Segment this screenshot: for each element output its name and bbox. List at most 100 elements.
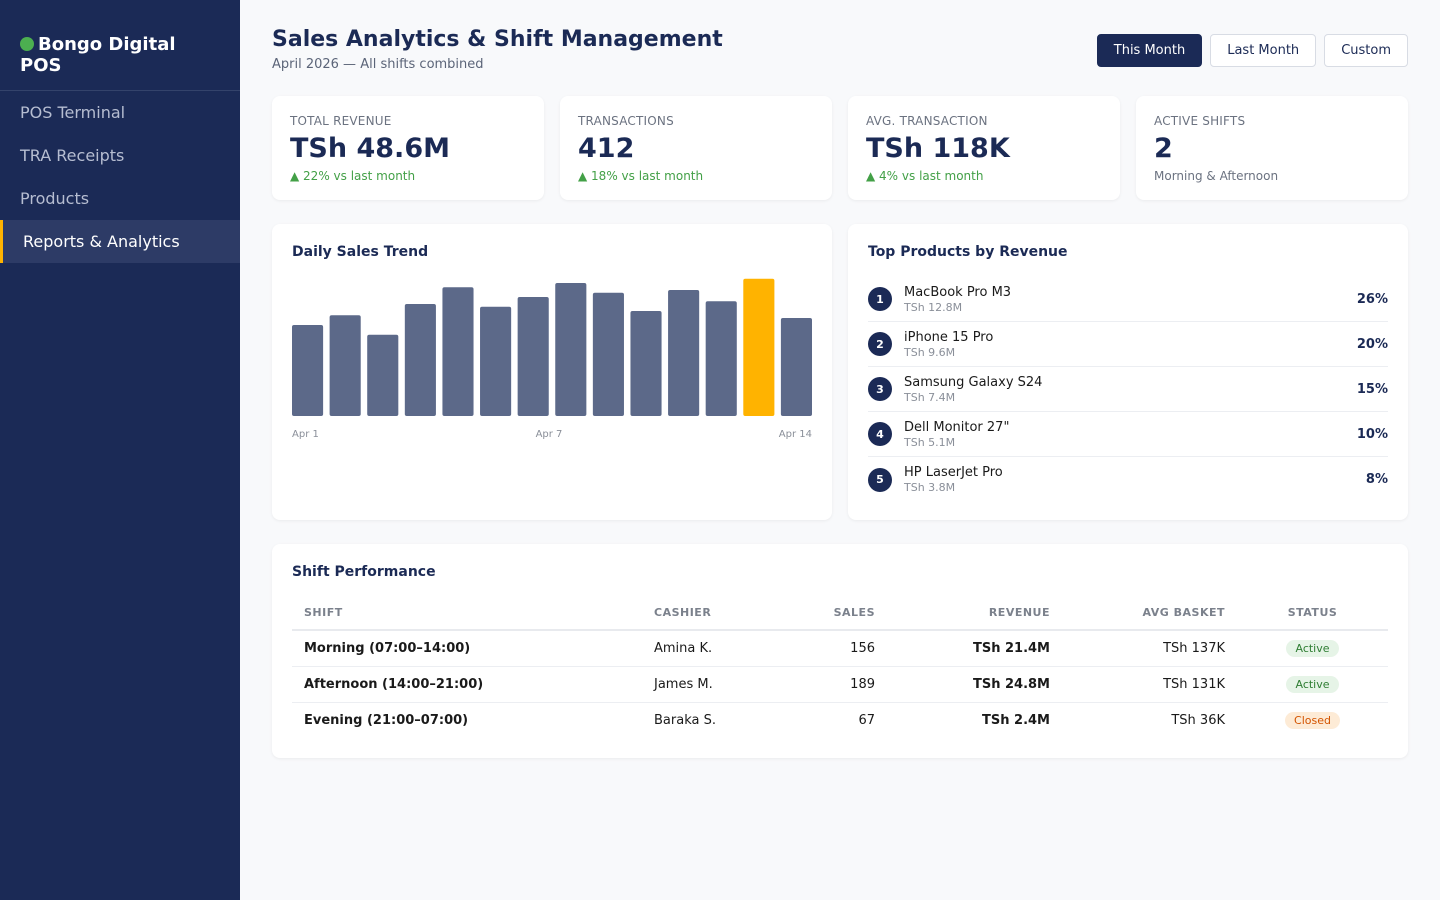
chart-bar-apr-8[interactable] bbox=[555, 283, 587, 416]
product-share: 8% bbox=[1365, 472, 1388, 487]
product-share: 15% bbox=[1356, 381, 1388, 397]
shift-name: Afternoon (14:00–21:00) bbox=[292, 666, 642, 703]
rank-badge: 5 bbox=[868, 467, 892, 492]
shift-table-title: Shift Performance bbox=[292, 564, 436, 580]
shift-performance-card: Shift Performance SHIFT CASHIER SALES RE… bbox=[272, 544, 1408, 758]
list-item[interactable]: 4 Dell Monitor 27" TSh 5.1M 10% bbox=[868, 412, 1388, 457]
custom-period-button[interactable]: Custom bbox=[1324, 34, 1408, 67]
cashier-name: James M. bbox=[642, 666, 762, 703]
top-products-card: Top Products by Revenue 1 MacBook Pro M3… bbox=[848, 224, 1408, 520]
sidebar-nav: POS Terminal TRA Receipts Products Repor… bbox=[0, 91, 240, 263]
cashier-name: Amina K. bbox=[642, 630, 762, 667]
sales-count: 67 bbox=[858, 712, 875, 728]
kpi-card-transactions: TRANSACTIONS 412 ▲ 18% vs last month bbox=[560, 96, 832, 200]
kpi-card-active-shifts: ACTIVE SHIFTS 2 Morning & Afternoon bbox=[1136, 96, 1408, 200]
column-header-avg-basket[interactable]: AVG BASKET bbox=[1062, 596, 1237, 631]
page-title: Sales Analytics & Shift Management bbox=[272, 27, 723, 52]
table-row[interactable]: Afternoon (14:00–21:00) James M. 189 TSh… bbox=[292, 666, 1388, 703]
kpi-card-total-revenue: TOTAL REVENUE TSh 48.6M ▲ 22% vs last mo… bbox=[272, 96, 544, 200]
cashier-name: Baraka S. bbox=[654, 712, 716, 728]
product-name: HP LaserJet Pro bbox=[904, 465, 1003, 480]
kpi-trend: ▲ 22% vs last month bbox=[290, 169, 416, 183]
product-revenue: TSh 3.8M bbox=[904, 481, 956, 494]
chart-bar-apr-13[interactable] bbox=[743, 278, 775, 416]
list-item[interactable]: 2 iPhone 15 Pro TSh 9.6M 20% bbox=[868, 322, 1388, 367]
product-revenue: TSh 7.4M bbox=[904, 390, 956, 404]
kpi-trend: ▲ 18% vs last month bbox=[578, 169, 704, 183]
last-month-button[interactable]: Last Month bbox=[1210, 34, 1317, 67]
table-header-row: SHIFT CASHIER SALES REVENUE AVG BASKET S… bbox=[292, 596, 1388, 631]
kpi-value: 2 bbox=[1154, 133, 1173, 164]
page-subtitle: April 2026 — All shifts combined bbox=[272, 57, 484, 72]
shift-name: Evening (21:00–07:00) bbox=[304, 712, 469, 728]
daily-sales-chart: Apr 1 Apr 7 Apr 14 bbox=[292, 278, 812, 440]
products-title: Top Products by Revenue bbox=[868, 244, 1068, 260]
chart-bar-apr-10[interactable] bbox=[630, 311, 662, 416]
list-item[interactable]: 1 MacBook Pro M3 TSh 12.8M 26% bbox=[868, 277, 1388, 322]
sidebar-item-reports-analytics[interactable]: Reports & Analytics bbox=[0, 220, 240, 263]
product-name: Samsung Galaxy S24 bbox=[904, 374, 1043, 390]
sidebar-item-tra-receipts[interactable]: TRA Receipts bbox=[20, 146, 125, 165]
status-badge: Closed bbox=[1285, 711, 1340, 729]
x-tick-label: Apr 1 bbox=[292, 429, 319, 440]
avg-basket: TSh 137K bbox=[1062, 630, 1237, 667]
x-tick-label: Apr 7 bbox=[536, 429, 563, 440]
column-header-sales[interactable]: SALES bbox=[762, 596, 887, 631]
kpi-label: AVG. TRANSACTION bbox=[866, 114, 988, 128]
product-share: 20% bbox=[1356, 336, 1388, 352]
kpi-value: TSh 48.6M bbox=[290, 133, 450, 164]
x-tick-label: Apr 14 bbox=[779, 429, 812, 440]
rank-badge: 2 bbox=[868, 332, 892, 356]
chart-bar-apr-5[interactable] bbox=[442, 287, 474, 416]
sidebar: Bongo Digital POS POS Terminal TRA Recei… bbox=[0, 0, 240, 900]
kpi-sub: Morning & Afternoon bbox=[1154, 169, 1279, 183]
product-revenue: TSh 9.6M bbox=[904, 345, 956, 359]
column-header-cashier[interactable]: CASHIER bbox=[642, 596, 762, 631]
kpi-row: TOTAL REVENUE TSh 48.6M ▲ 22% vs last mo… bbox=[272, 96, 1408, 200]
product-revenue: TSh 5.1M bbox=[904, 435, 956, 449]
status-badge: Active bbox=[1286, 639, 1339, 657]
table-row[interactable]: Evening (21:00–07:00) Baraka S. 67 TSh 2… bbox=[292, 702, 1388, 738]
daily-sales-card: Daily Sales Trend Apr 1 Apr 7 Apr 14 bbox=[272, 224, 832, 520]
shift-name: Morning (07:00–14:00) bbox=[292, 630, 642, 667]
kpi-card-avg-transaction: AVG. TRANSACTION TSh 118K ▲ 4% vs last m… bbox=[848, 96, 1120, 200]
chart-bar-apr-11[interactable] bbox=[668, 290, 700, 416]
column-header-shift[interactable]: SHIFT bbox=[292, 596, 642, 631]
list-item[interactable]: 3 Samsung Galaxy S24 TSh 7.4M 15% bbox=[868, 367, 1388, 412]
rank-badge: 4 bbox=[868, 422, 892, 446]
kpi-value: 412 bbox=[578, 133, 635, 164]
status-badge: Active bbox=[1286, 675, 1339, 693]
shift-revenue: TSh 21.4M bbox=[887, 630, 1062, 667]
column-header-revenue[interactable]: REVENUE bbox=[887, 596, 1062, 631]
rank-badge: 1 bbox=[868, 287, 892, 311]
brand-name: Bongo Digital POS bbox=[20, 34, 176, 76]
this-month-button[interactable]: This Month bbox=[1096, 34, 1203, 67]
chart-bar-apr-12[interactable] bbox=[705, 301, 737, 416]
chart-bar-apr-9[interactable] bbox=[592, 292, 624, 416]
chart-bar-apr-1[interactable] bbox=[292, 325, 324, 416]
kpi-label: ACTIVE SHIFTS bbox=[1154, 114, 1246, 128]
period-selector: This Month Last Month Custom bbox=[1096, 34, 1408, 67]
sidebar-item-products[interactable]: Products bbox=[20, 189, 90, 208]
product-share: 10% bbox=[1356, 426, 1388, 442]
kpi-trend: ▲ 4% vs last month bbox=[866, 169, 984, 183]
product-revenue: TSh 12.8M bbox=[904, 300, 963, 314]
product-name: iPhone 15 Pro bbox=[904, 329, 994, 345]
status-dot-icon bbox=[20, 37, 34, 51]
table-row[interactable]: Morning (07:00–14:00) Amina K. 156 TSh 2… bbox=[292, 630, 1388, 667]
avg-basket: TSh 131K bbox=[1062, 666, 1237, 703]
chart-bar-apr-14[interactable] bbox=[780, 318, 812, 416]
chart-bar-apr-2[interactable] bbox=[329, 315, 361, 416]
column-header-status[interactable]: STATUS bbox=[1237, 596, 1388, 631]
chart-title: Daily Sales Trend bbox=[292, 244, 429, 260]
chart-bar-apr-4[interactable] bbox=[404, 304, 436, 416]
shift-revenue: TSh 24.8M bbox=[887, 666, 1062, 703]
brand: Bongo Digital POS bbox=[0, 0, 240, 91]
list-item[interactable]: 5 HP LaserJet Pro TSh 3.8M 8% bbox=[868, 457, 1388, 502]
chart-bar-apr-7[interactable] bbox=[517, 297, 549, 416]
chart-bar-apr-6[interactable] bbox=[480, 306, 512, 416]
product-name: MacBook Pro M3 bbox=[904, 284, 1012, 300]
sidebar-item-pos-terminal[interactable]: POS Terminal bbox=[20, 103, 126, 122]
chart-bar-apr-3[interactable] bbox=[367, 334, 399, 416]
shift-revenue: TSh 2.4M bbox=[982, 712, 1050, 728]
